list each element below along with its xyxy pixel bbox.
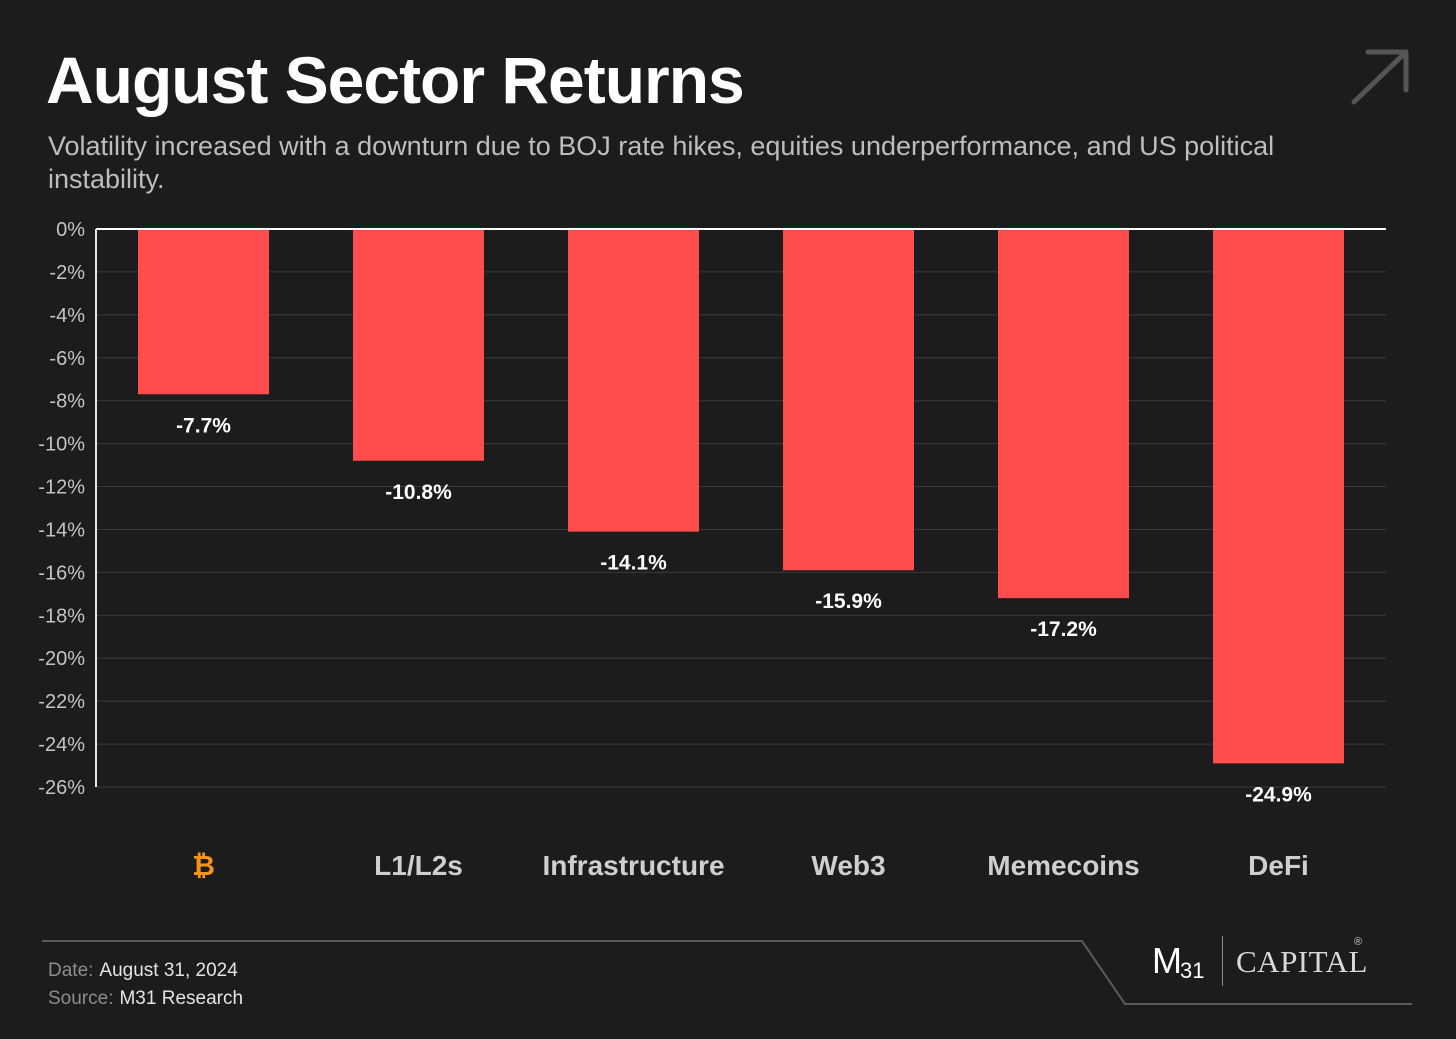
date-key: Date: [48, 960, 94, 981]
source-value: M31 Research [119, 988, 244, 1009]
y-tick-label: -18% [38, 605, 85, 627]
date-value: August 31, 2024 [99, 960, 238, 981]
logo-31: 31 [1180, 958, 1205, 983]
logo-registered: ® [1354, 936, 1363, 948]
bar [568, 229, 699, 532]
footer-date: Date: August 31, 2024 [48, 960, 238, 982]
data-label: -14.1% [600, 552, 667, 575]
y-tick-label: -12% [38, 477, 85, 499]
data-label: -10.8% [385, 481, 452, 504]
bar [998, 229, 1129, 599]
chart-subtitle: Volatility increased with a downturn due… [48, 131, 1275, 194]
y-tick-label: -14% [38, 519, 85, 541]
y-tick-label: -4% [49, 305, 85, 327]
chart-title: August Sector Returns [46, 43, 745, 117]
y-tick-label: 0% [56, 219, 85, 241]
y-tick-label: -24% [38, 734, 85, 756]
data-label: -17.2% [1030, 618, 1097, 641]
logo-capital: CAPITAL [1236, 944, 1368, 979]
y-tick-label: -10% [38, 434, 85, 456]
y-tick-label: -26% [38, 777, 85, 799]
bar [138, 229, 269, 395]
y-tick-label: -16% [38, 562, 85, 584]
bar-chart: 0% -2% -4% -6% -8% -10% -12% -14% -16% -18% -20% -2… [38, 219, 1386, 881]
x-category-label: L1/L2s [374, 850, 463, 881]
y-tick-label: -22% [38, 691, 85, 713]
x-category-label: DeFi [1248, 850, 1309, 881]
y-tick-label: -20% [38, 648, 85, 670]
bar [783, 229, 914, 571]
source-key: Source: [48, 988, 114, 1009]
x-category-label: Memecoins [987, 850, 1140, 881]
data-label: -15.9% [815, 590, 882, 613]
footer-source: Source: M31 Research [48, 988, 243, 1010]
data-label: -7.7% [176, 414, 231, 437]
y-tick-label: -8% [49, 391, 85, 413]
x-category-label: Web3 [811, 850, 885, 881]
x-category-label: Infrastructure [542, 850, 724, 881]
y-tick-label: -2% [49, 262, 85, 284]
data-label: -24.9% [1245, 783, 1312, 806]
bar [353, 229, 484, 461]
bitcoin-icon: ₿ [192, 850, 215, 881]
bar [1213, 229, 1344, 764]
logo-divider [1222, 936, 1223, 986]
y-tick-label: -6% [49, 348, 85, 370]
arrow-up-right-icon [1351, 49, 1409, 105]
logo-m: M [1152, 940, 1182, 981]
